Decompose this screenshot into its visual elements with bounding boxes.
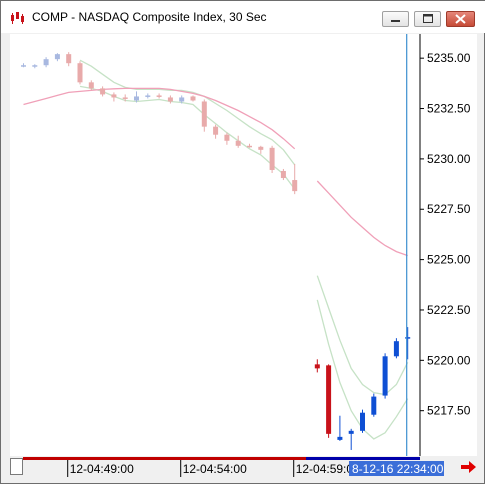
x-tick-label: 12-04:59:00 [296, 462, 360, 476]
x-tick-label: 12-04:49:00 [70, 462, 134, 476]
y-tick-label: 5217.50 [427, 404, 471, 418]
candle-body [21, 65, 26, 67]
candle-body [292, 180, 298, 192]
candle-body [235, 140, 241, 146]
chart-app-icon [11, 12, 24, 24]
candle-body [258, 146, 264, 150]
scroll-right-arrow-icon[interactable] [458, 457, 478, 477]
candle-body [167, 97, 173, 102]
candle-body [66, 54, 72, 64]
band-upper-line [79, 59, 409, 396]
window-title: COMP - NASDAQ Composite Index, 30 Sec [32, 10, 267, 24]
y-tick-label: 5235.00 [427, 51, 471, 65]
candle-body [179, 97, 185, 102]
candle-body [348, 430, 354, 434]
y-tick-label: 5222.50 [427, 303, 471, 317]
y-tick-label: 5227.50 [427, 202, 471, 216]
candle-body [382, 356, 388, 396]
candle-body [54, 54, 60, 60]
candle-body [224, 134, 230, 141]
candle-body [134, 96, 139, 101]
session-bar-red [23, 457, 306, 460]
candle-body [201, 101, 207, 127]
candle-body [43, 59, 49, 66]
cursor-time-label-bg [349, 461, 444, 476]
candle-body [100, 88, 106, 95]
candle-body [314, 364, 320, 369]
y-tick-label: 5232.50 [427, 102, 471, 116]
candle-body [111, 94, 117, 98]
candle-body [88, 82, 94, 89]
moving-average-line [23, 87, 408, 257]
maximize-button[interactable] [414, 11, 441, 27]
session-bar-blue [306, 457, 420, 460]
y-tick-label: 5220.00 [427, 353, 471, 367]
y-tick-label: 5230.00 [427, 152, 471, 166]
candle-body [213, 126, 219, 135]
candle-body [77, 63, 83, 83]
maximize-icon [423, 14, 433, 23]
y-tick-label: 5225.00 [427, 253, 471, 267]
title-bar[interactable]: COMP - NASDAQ Composite Index, 30 Sec [1, 1, 486, 33]
close-icon [455, 14, 466, 24]
candle-body [156, 95, 162, 97]
candle-body [280, 170, 286, 179]
candle-body [360, 412, 365, 431]
minimize-icon [391, 20, 400, 22]
scroll-box[interactable] [10, 458, 23, 475]
cursor-time-label: 8-12-16 22:34:00 [352, 462, 444, 476]
candle-body [190, 96, 196, 101]
candle-body [32, 65, 38, 67]
close-button[interactable] [446, 11, 475, 27]
candle-body [247, 145, 252, 148]
candle-body [337, 436, 343, 440]
minimize-button[interactable] [382, 11, 409, 27]
x-tick-label: 12-04:54:00 [183, 462, 247, 476]
plot-area [11, 34, 420, 455]
candle-body [145, 95, 151, 97]
candle-body [393, 341, 399, 357]
candle-body [371, 396, 377, 415]
candle-body [122, 97, 128, 99]
candle-body [405, 337, 411, 339]
candle-body [269, 147, 275, 170]
candle-body [326, 365, 332, 434]
